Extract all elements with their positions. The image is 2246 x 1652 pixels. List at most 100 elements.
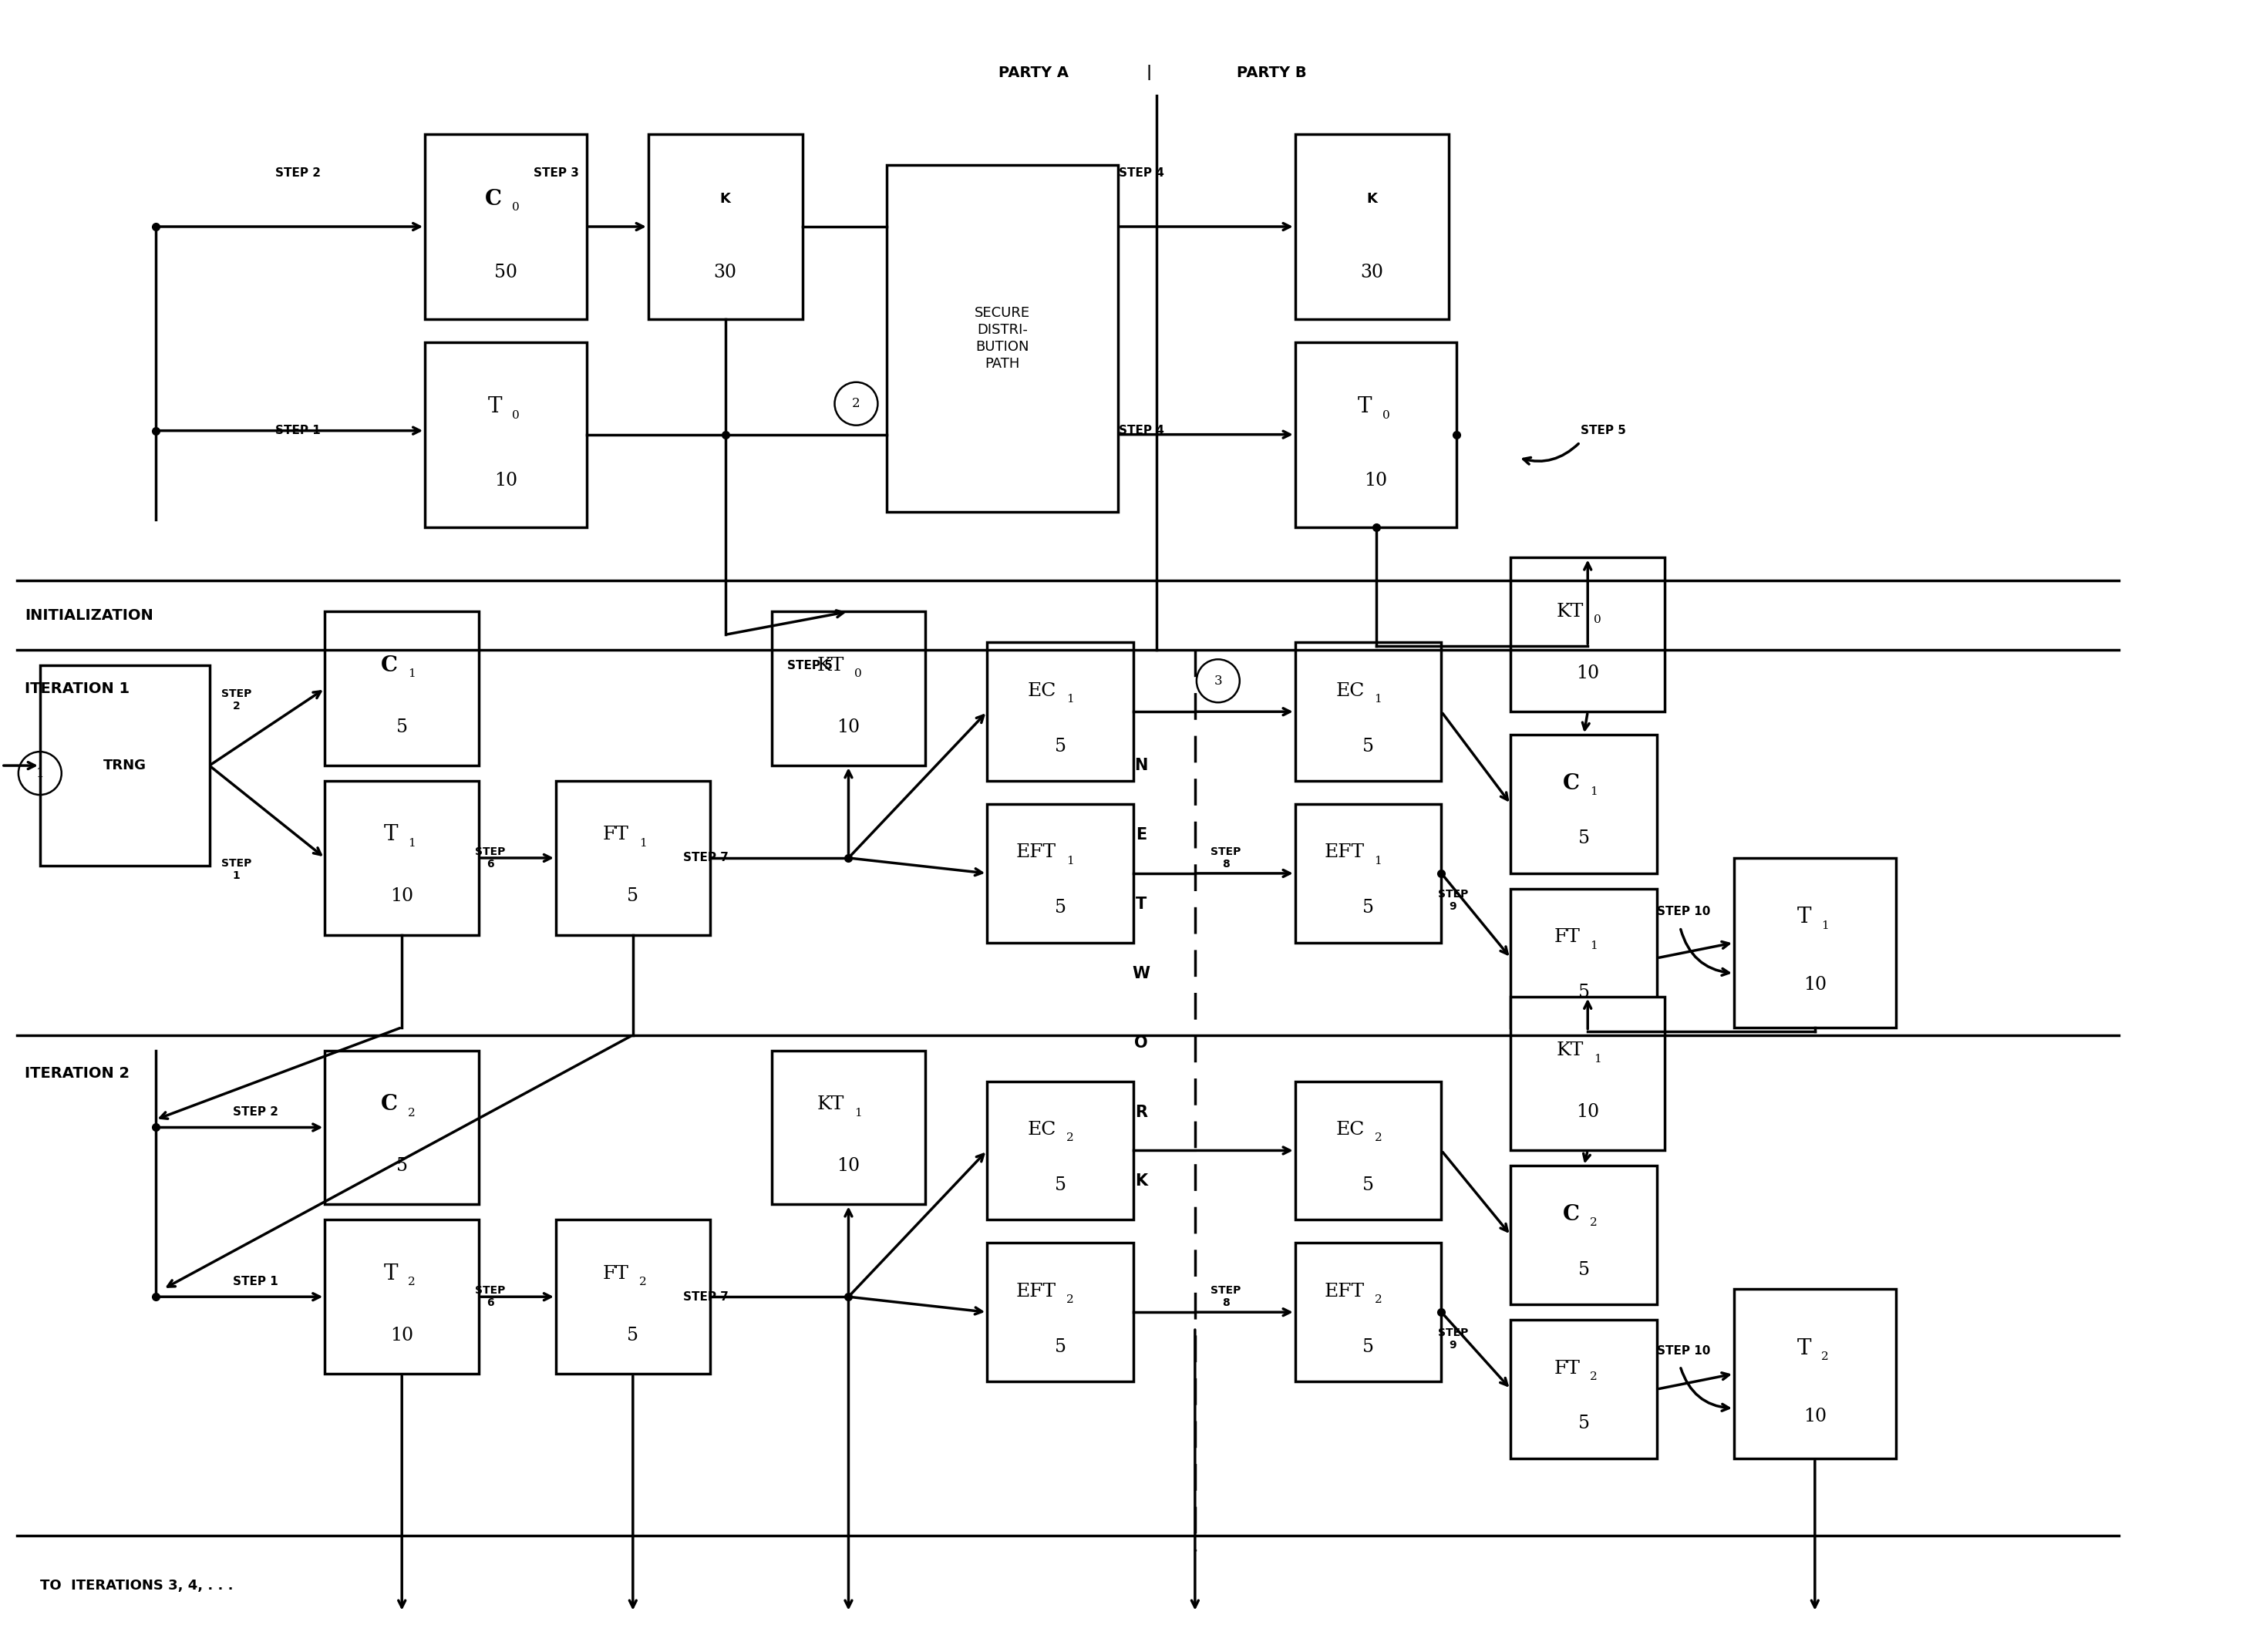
- Bar: [986, 1242, 1134, 1381]
- Text: 1: 1: [1067, 856, 1074, 866]
- Bar: [1296, 134, 1449, 319]
- Bar: [326, 611, 478, 765]
- Text: KT: KT: [1556, 1041, 1583, 1059]
- Text: R: R: [1134, 1104, 1148, 1120]
- Bar: [1734, 857, 1896, 1028]
- Text: 10: 10: [1804, 976, 1826, 995]
- Text: 1: 1: [36, 767, 45, 780]
- Text: N: N: [1134, 758, 1148, 773]
- Text: O: O: [1134, 1036, 1148, 1051]
- Text: STEP 2: STEP 2: [276, 167, 321, 178]
- Text: 10: 10: [1363, 472, 1388, 489]
- Text: STEP 10: STEP 10: [1658, 905, 1711, 917]
- Text: 10: 10: [838, 1156, 860, 1175]
- Text: T: T: [487, 396, 501, 418]
- Text: 5: 5: [627, 887, 638, 905]
- Text: C: C: [382, 656, 398, 676]
- Bar: [649, 134, 802, 319]
- Text: 10: 10: [1804, 1408, 1826, 1426]
- Text: 2: 2: [409, 1277, 416, 1287]
- Text: 10: 10: [1577, 664, 1599, 682]
- Text: 2: 2: [640, 1277, 647, 1287]
- Text: FT: FT: [602, 1265, 629, 1282]
- Text: 10: 10: [391, 1327, 413, 1345]
- Text: EC: EC: [1029, 682, 1056, 700]
- Text: 10: 10: [494, 472, 517, 489]
- Text: 5: 5: [1579, 1416, 1590, 1432]
- Bar: [555, 781, 710, 935]
- Text: 0: 0: [1381, 410, 1390, 421]
- Text: STEP
1: STEP 1: [220, 857, 252, 881]
- Text: TRNG: TRNG: [103, 758, 146, 773]
- Text: 2: 2: [1375, 1295, 1381, 1305]
- Text: 1: 1: [409, 838, 416, 849]
- Bar: [1296, 805, 1442, 943]
- Text: 5: 5: [1363, 1338, 1375, 1356]
- Text: 5: 5: [1579, 829, 1590, 847]
- Bar: [1512, 889, 1658, 1028]
- Text: ITERATION 1: ITERATION 1: [25, 681, 130, 695]
- Bar: [1734, 1289, 1896, 1459]
- Text: C: C: [1563, 1204, 1579, 1224]
- Text: 1: 1: [856, 1107, 862, 1118]
- Text: 30: 30: [714, 264, 737, 282]
- Text: FT: FT: [1554, 1360, 1579, 1378]
- Bar: [326, 1051, 478, 1204]
- Text: SECURE
DISTRI-
BUTION
PATH: SECURE DISTRI- BUTION PATH: [975, 306, 1031, 372]
- Text: EFT: EFT: [1325, 1282, 1363, 1300]
- Text: STEP 1: STEP 1: [276, 425, 321, 436]
- Text: 5: 5: [1363, 899, 1375, 917]
- Text: FT: FT: [602, 826, 629, 844]
- Text: STEP
2: STEP 2: [220, 689, 252, 712]
- Text: EFT: EFT: [1015, 1282, 1056, 1300]
- Text: 0: 0: [512, 202, 519, 213]
- Text: TO  ITERATIONS 3, 4, . . .: TO ITERATIONS 3, 4, . . .: [40, 1579, 234, 1593]
- Text: T: T: [384, 824, 398, 846]
- Text: STEP 5: STEP 5: [1581, 425, 1626, 436]
- Text: PARTY B: PARTY B: [1238, 66, 1307, 79]
- Text: 1: 1: [1595, 1054, 1601, 1064]
- Text: STEP 7: STEP 7: [683, 1290, 728, 1302]
- Text: STEP 4: STEP 4: [1119, 425, 1163, 436]
- Text: 5: 5: [1053, 737, 1067, 755]
- Text: STEP 2: STEP 2: [234, 1107, 279, 1118]
- Text: T: T: [1797, 1338, 1810, 1360]
- Text: |: |: [1145, 64, 1152, 81]
- Bar: [1296, 1242, 1442, 1381]
- Text: 5: 5: [1053, 1176, 1067, 1194]
- Text: T: T: [1359, 396, 1372, 418]
- Text: T: T: [1136, 897, 1148, 912]
- Bar: [986, 805, 1134, 943]
- Text: STEP
8: STEP 8: [1211, 1285, 1242, 1308]
- Text: W: W: [1132, 966, 1150, 981]
- Text: STEP
6: STEP 6: [476, 846, 505, 869]
- Bar: [1512, 996, 1664, 1150]
- Bar: [1512, 1166, 1658, 1305]
- Text: 1: 1: [409, 669, 416, 679]
- Text: 1: 1: [1375, 856, 1381, 866]
- Text: EC: EC: [1336, 682, 1363, 700]
- Text: C: C: [485, 188, 501, 210]
- Bar: [770, 611, 925, 765]
- Text: FT: FT: [1554, 928, 1579, 947]
- Text: 1: 1: [1822, 920, 1828, 932]
- Text: STEP 4: STEP 4: [1119, 167, 1163, 178]
- Text: 10: 10: [391, 887, 413, 905]
- Bar: [986, 1080, 1134, 1219]
- Text: 1: 1: [1590, 940, 1597, 952]
- Bar: [424, 342, 586, 527]
- Bar: [424, 134, 586, 319]
- Text: 10: 10: [838, 719, 860, 735]
- Text: EC: EC: [1029, 1120, 1056, 1138]
- Text: KT: KT: [818, 1095, 844, 1113]
- Text: 10: 10: [1577, 1104, 1599, 1120]
- Text: STEP 1: STEP 1: [234, 1275, 279, 1287]
- Text: STEP
6: STEP 6: [476, 1285, 505, 1308]
- Text: 2: 2: [1590, 1371, 1597, 1383]
- Text: C: C: [1563, 773, 1579, 793]
- Text: 5: 5: [1579, 1260, 1590, 1279]
- Bar: [326, 1219, 478, 1374]
- Text: 5: 5: [395, 719, 409, 735]
- Text: STEP
9: STEP 9: [1437, 889, 1469, 912]
- Bar: [986, 643, 1134, 781]
